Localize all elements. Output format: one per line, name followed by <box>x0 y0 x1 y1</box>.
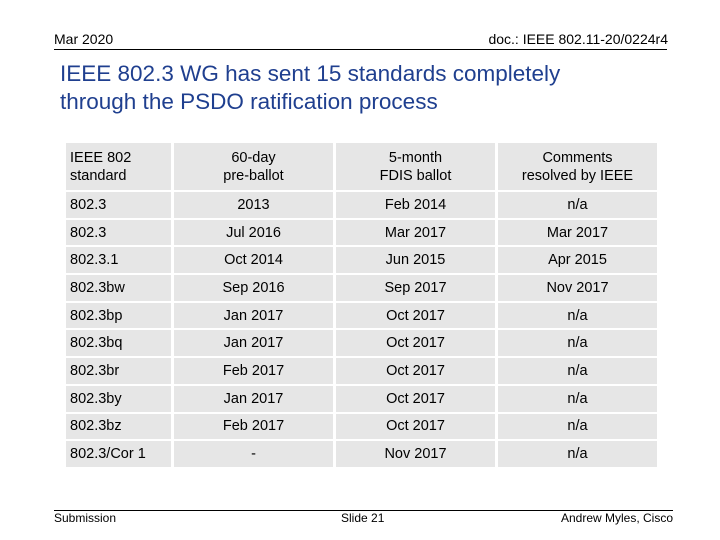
header-line: 5-month <box>388 149 443 166</box>
header-line: FDIS ballot <box>379 167 452 184</box>
cell-fdis-ballot: Oct 2017 <box>336 358 495 384</box>
cell-fdis-ballot: Sep 2017 <box>336 275 495 301</box>
cell-fdis-ballot: Oct 2017 <box>336 302 495 329</box>
cell-standard: 802.3 <box>66 192 171 218</box>
slide-title: IEEE 802.3 WG has sent 15 standards comp… <box>60 60 700 116</box>
header-pre-ballot: 60-day pre-ballot <box>174 143 333 190</box>
cell-standard: 802.3bp <box>66 302 171 329</box>
cell-fdis-ballot: Oct 2017 <box>336 413 495 440</box>
cell-pre-ballot: Feb 2017 <box>174 413 333 440</box>
cell-pre-ballot: Feb 2017 <box>174 358 333 384</box>
cell-comments: n/a <box>498 192 657 218</box>
table-row: 802.3/Cor 1 - Nov 2017 n/a <box>66 441 657 467</box>
footer-slide-number: Slide 21 <box>341 511 385 525</box>
table-row: 802.3br Feb 2017 Oct 2017 n/a <box>66 358 657 384</box>
footer-author: Andrew Myles, Cisco <box>560 511 673 525</box>
header-line: standard <box>70 167 127 184</box>
cell-fdis-ballot: Oct 2017 <box>336 385 495 412</box>
table-row: 802.3bw Sep 2016 Sep 2017 Nov 2017 <box>66 275 657 301</box>
cell-standard: 802.3bz <box>66 413 171 440</box>
header-fdis-ballot: 5-month FDIS ballot <box>336 143 495 190</box>
cell-pre-ballot: Sep 2016 <box>174 275 333 301</box>
cell-comments: Mar 2017 <box>498 219 657 246</box>
cell-comments: n/a <box>498 330 657 357</box>
table-row: 802.3by Jan 2017 Oct 2017 n/a <box>66 385 657 412</box>
header-line: pre-ballot <box>223 167 284 184</box>
footer-divider <box>54 510 673 511</box>
cell-fdis-ballot: Nov 2017 <box>336 441 495 467</box>
header-divider <box>54 49 667 50</box>
table-row: 802.3bq Jan 2017 Oct 2017 n/a <box>66 330 657 357</box>
table-row: 802.3bp Jan 2017 Oct 2017 n/a <box>66 302 657 329</box>
cell-standard: 802.3bq <box>66 330 171 357</box>
cell-fdis-ballot: Oct 2017 <box>336 330 495 357</box>
cell-pre-ballot: - <box>174 441 333 467</box>
table-row: 802.3 2013 Feb 2014 n/a <box>66 192 657 218</box>
cell-standard: 802.3br <box>66 358 171 384</box>
table-row: 802.3bz Feb 2017 Oct 2017 n/a <box>66 413 657 440</box>
cell-pre-ballot: Jan 2017 <box>174 302 333 329</box>
header-date: Mar 2020 <box>54 31 114 47</box>
cell-comments: n/a <box>498 413 657 440</box>
slide-title-line-2: through the PSDO ratification process <box>60 89 438 114</box>
cell-fdis-ballot: Jun 2015 <box>336 247 495 274</box>
cell-comments: n/a <box>498 358 657 384</box>
header-standard: IEEE 802 standard <box>66 143 171 190</box>
header-doc-ref: doc.: IEEE 802.11-20/0224r4 <box>488 31 668 47</box>
cell-pre-ballot: Oct 2014 <box>174 247 333 274</box>
header-line: resolved by IEEE <box>521 167 634 184</box>
cell-pre-ballot: Jul 2016 <box>174 219 333 246</box>
table-row: 802.3 Jul 2016 Mar 2017 Mar 2017 <box>66 219 657 246</box>
table-header-row: IEEE 802 standard 60-day pre-ballot 5-mo… <box>66 143 657 190</box>
cell-comments: n/a <box>498 441 657 467</box>
cell-standard: 802.3/Cor 1 <box>66 441 171 467</box>
cell-pre-ballot: Jan 2017 <box>174 330 333 357</box>
cell-comments: Apr 2015 <box>498 247 657 274</box>
cell-fdis-ballot: Feb 2014 <box>336 192 495 218</box>
cell-comments: n/a <box>498 302 657 329</box>
cell-comments: Nov 2017 <box>498 275 657 301</box>
cell-pre-ballot: 2013 <box>174 192 333 218</box>
table-row: 802.3.1 Oct 2014 Jun 2015 Apr 2015 <box>66 247 657 274</box>
cell-fdis-ballot: Mar 2017 <box>336 219 495 246</box>
header-line: Comments <box>542 149 613 166</box>
standards-table: IEEE 802 standard 60-day pre-ballot 5-mo… <box>63 141 660 469</box>
cell-standard: 802.3 <box>66 219 171 246</box>
cell-standard: 802.3.1 <box>66 247 171 274</box>
footer-submission: Submission <box>54 511 117 525</box>
header-line: 60-day <box>231 149 276 166</box>
cell-standard: 802.3by <box>66 385 171 412</box>
header-line: IEEE 802 <box>70 149 132 166</box>
cell-pre-ballot: Jan 2017 <box>174 385 333 412</box>
slide-title-line-1: IEEE 802.3 WG has sent 15 standards comp… <box>60 61 561 86</box>
cell-comments: n/a <box>498 385 657 412</box>
cell-standard: 802.3bw <box>66 275 171 301</box>
header-comments-resolved: Comments resolved by IEEE <box>498 143 657 190</box>
